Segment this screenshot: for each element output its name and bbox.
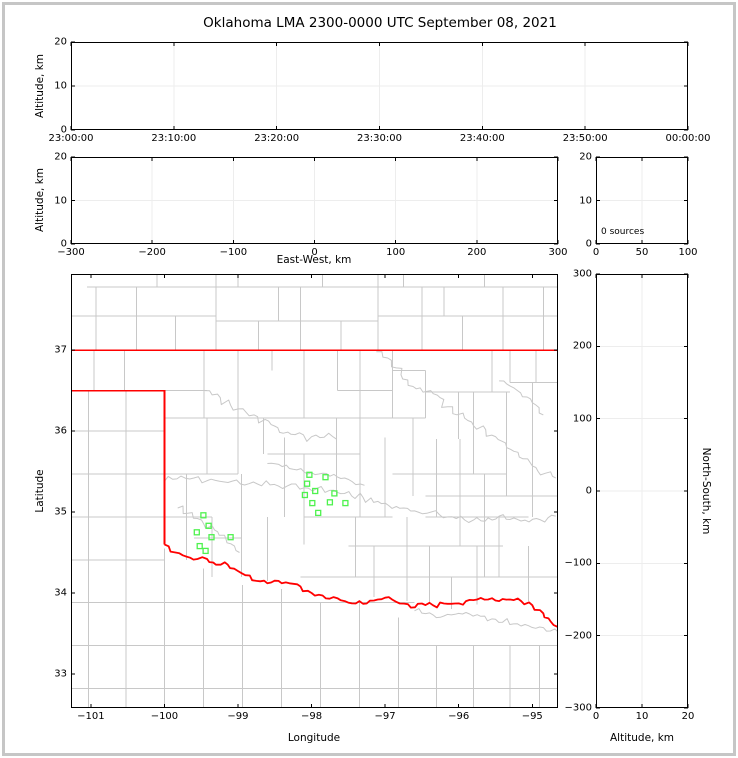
lma-source-point xyxy=(200,512,207,519)
map-layer xyxy=(71,274,558,708)
river-line xyxy=(267,462,365,486)
lma-source-point xyxy=(202,547,209,555)
lma-source-point xyxy=(306,471,313,478)
river-line xyxy=(177,505,240,553)
river-line xyxy=(204,390,337,442)
lma-source-point xyxy=(208,534,215,541)
lma-source-point xyxy=(326,499,334,506)
lma-source-point xyxy=(227,534,234,541)
lma-source-point xyxy=(312,487,319,495)
lma-source-point xyxy=(196,542,203,550)
river-line xyxy=(499,380,544,416)
state-border-river-line xyxy=(164,543,558,628)
lma-source-point xyxy=(309,499,316,507)
river-line xyxy=(376,351,557,479)
river-line xyxy=(164,475,556,523)
lma-source-point xyxy=(315,509,322,517)
state-border-line xyxy=(71,389,166,545)
lma-source-point xyxy=(193,529,200,536)
map-panel-border xyxy=(71,274,558,708)
lma-source-point xyxy=(342,499,349,507)
lma-source-point xyxy=(205,522,212,529)
river-line xyxy=(414,608,558,633)
lma-source-point xyxy=(331,490,338,497)
lma-source-point xyxy=(301,491,309,499)
lma-source-point xyxy=(303,480,311,487)
lma-source-point xyxy=(322,474,329,481)
